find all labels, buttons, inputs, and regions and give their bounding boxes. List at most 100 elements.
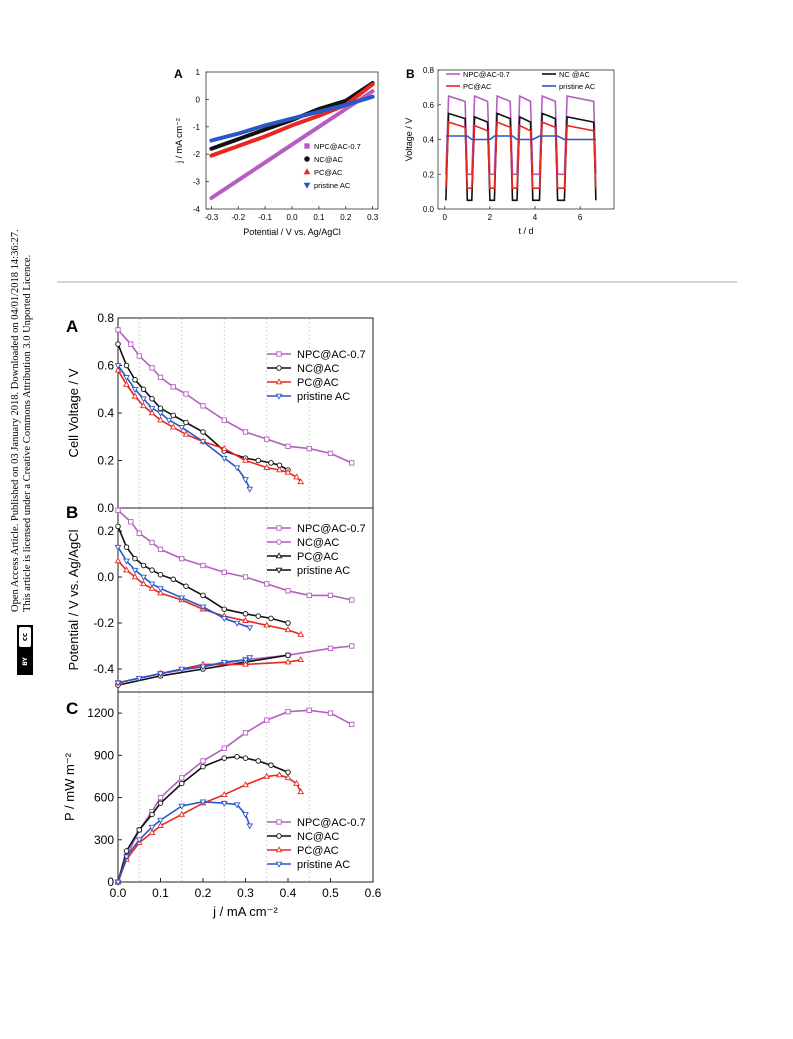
y-axis-label: P / mW m⁻² [62,752,77,821]
data-point [327,592,334,599]
data-point [157,416,164,423]
data-point [148,829,156,835]
series-line [117,755,289,883]
data-point [178,424,186,431]
legend-marker [303,182,311,189]
data-point [157,794,164,801]
legend-marker [275,846,283,853]
x-axis-label: t / d [518,226,533,236]
y-axis-label: j / mA cm⁻² [174,118,184,164]
y-tick-label: 0.0 [97,570,114,584]
data-point [220,800,228,807]
x-tick-label: 6 [578,213,583,222]
bottom-figure-panel-c: C 0 300 600 900 1200 0.0 0.1 0.2 0.3 0.4 0.5 0.6 j / … [62,691,382,919]
legend-label: NC@AC [297,363,339,375]
data-point [123,380,130,387]
data-point [293,779,300,786]
data-point [285,652,291,658]
x-tick-label: 0.6 [365,886,382,900]
y-axis-label: Voltage / V [404,118,414,162]
data-point [221,755,227,761]
data-point [255,457,261,464]
panel-label: A [66,317,78,336]
data-point [199,604,207,611]
legend-label: NC @AC [559,70,591,79]
data-point [136,530,142,536]
x-axis-label: Potential / V vs. Ag/AgCl [243,227,341,237]
data-point [242,574,249,580]
x-tick-label: 0.0 [110,886,127,900]
legend-label: NC@AC [297,537,339,549]
panel-label: A [174,67,183,81]
data-point [297,478,305,485]
data-point [233,620,241,627]
x-axis-label: j / mA cm⁻² [212,904,278,919]
legend-marker [304,143,310,149]
legend-marker [275,861,283,868]
data-point [242,730,249,736]
y-tick-label: 0.4 [423,136,435,145]
legend-label: pristine AC [297,391,350,403]
data-point [114,366,122,373]
legend-label: NPC@AC-0.7 [463,70,510,79]
data-point [199,799,207,806]
data-point [284,626,292,633]
x-tick-label: 0.4 [280,886,297,900]
legend-label: pristine AC [297,565,350,577]
cc-by-licence-badge[interactable]: cc BY [17,625,33,675]
legend-label: pristine AC [314,181,351,190]
y-tick-label: 0 [107,875,114,889]
data-point [263,621,271,628]
data-point [140,396,147,403]
series-line [117,774,302,883]
x-tick-label: 0.3 [367,213,379,222]
y-tick-label: 300 [94,833,114,847]
data-point [123,854,130,861]
data-point [128,519,134,525]
legend-marker [276,833,282,839]
data-point [242,611,249,617]
y-tick-label: 0.0 [423,205,435,214]
data-point [149,539,155,546]
data-point [178,595,186,602]
legend-marker [275,393,283,400]
data-point [123,558,130,565]
y-tick-label: 900 [94,748,114,762]
data-point [123,362,130,369]
legend-marker [275,552,283,559]
data-point [115,327,121,333]
licence-info-line: This article is licensed under a Creativ… [22,254,33,612]
panel-label: C [66,699,78,718]
data-point [148,581,156,588]
x-tick-label: 4 [533,213,538,222]
data-point [285,709,291,715]
y-tick-label: -3 [193,178,201,187]
data-point [170,576,176,583]
data-point [264,717,270,723]
series-line [117,656,251,684]
y-tick-label: -2 [193,150,201,159]
data-point [114,544,122,551]
by-logo-icon: BY [21,656,29,666]
data-point [131,386,139,393]
data-point [179,555,185,562]
y-tick-label: 0.4 [97,406,114,420]
data-point [131,573,139,580]
panel-label: B [66,503,78,522]
legend-marker [276,819,282,825]
data-point [115,523,121,530]
y-tick-label: 0.6 [423,101,435,110]
data-point [123,566,130,573]
y-tick-label: 0.2 [97,454,114,468]
data-point [199,664,207,671]
data-point [157,410,164,417]
data-point [200,763,206,770]
data-point [285,769,291,775]
data-point [285,620,291,626]
data-point [169,423,177,430]
data-point [276,771,283,778]
data-point [242,616,249,623]
data-point [255,758,261,764]
data-point [140,580,147,587]
series-line [117,369,302,483]
